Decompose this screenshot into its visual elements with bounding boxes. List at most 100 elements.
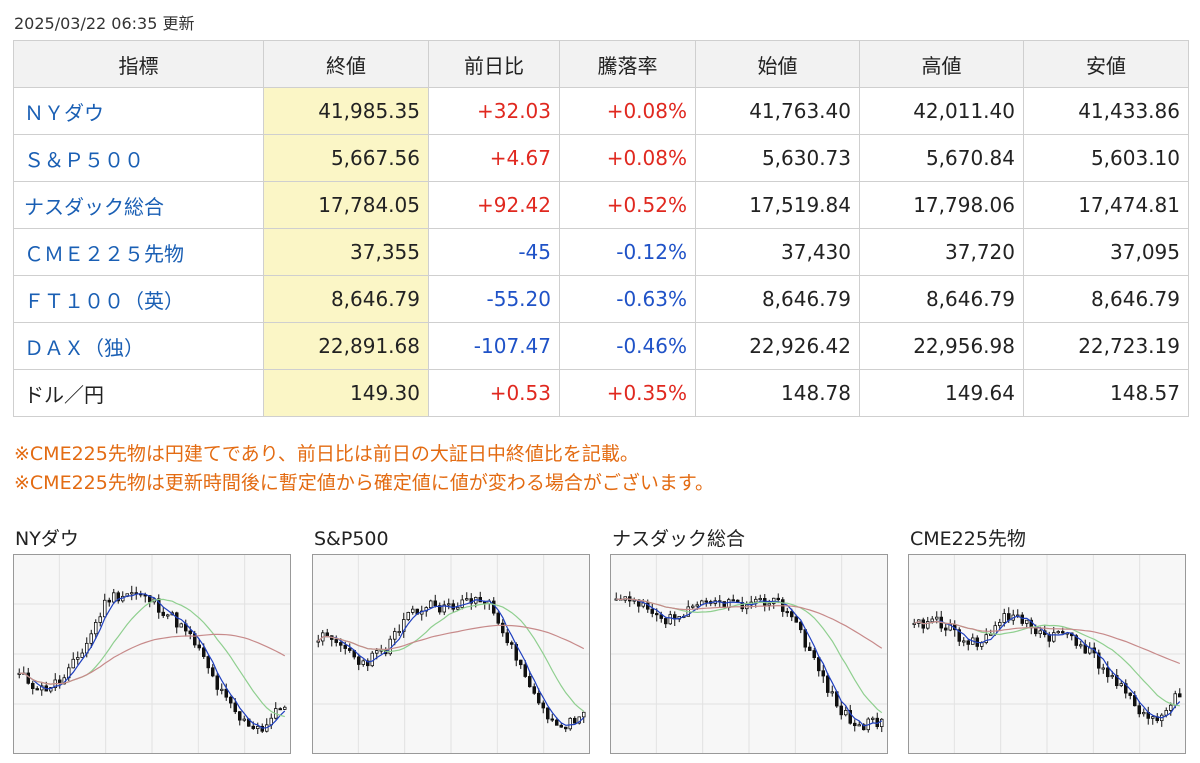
mini-chart[interactable]: S&P500 bbox=[312, 524, 592, 754]
candle-body bbox=[112, 592, 116, 603]
mini-chart[interactable]: NYダウ bbox=[13, 524, 293, 754]
candle-body bbox=[767, 603, 771, 606]
low-value: 8,646.79 bbox=[1023, 275, 1189, 323]
candle-body bbox=[411, 608, 415, 613]
table-row: ＦＴ１００（英） 8,646.79 -55.20 -0.63% 8,646.79 8,64… bbox=[13, 275, 1189, 323]
candle-body bbox=[554, 719, 559, 726]
close-value: 22,891.68 bbox=[263, 322, 429, 370]
candle-body bbox=[1056, 631, 1060, 634]
candle-body bbox=[348, 648, 352, 651]
candle-body bbox=[912, 622, 916, 625]
candle-body bbox=[98, 616, 103, 623]
candle-body bbox=[460, 599, 464, 608]
candle-body bbox=[962, 640, 966, 643]
candle-body bbox=[49, 687, 53, 692]
change-value: -55.20 bbox=[428, 275, 560, 323]
candle-body bbox=[491, 600, 496, 614]
open-value: 22,926.42 bbox=[695, 322, 860, 370]
table-row: ＤＡＸ（独） 22,891.68 -107.47 -0.46% 22,926.42 22,… bbox=[13, 322, 1189, 370]
rate-value: +0.08% bbox=[559, 134, 696, 182]
candle-body bbox=[179, 623, 183, 628]
candle-body bbox=[930, 618, 934, 622]
candle-body bbox=[429, 600, 433, 609]
candle-body bbox=[1034, 627, 1038, 635]
market-quotes-table: 指標 終値 前日比 騰落率 始値 高値 安値 ＮＹダウ 41,985.35 +32.… bbox=[13, 40, 1189, 417]
indicator-link[interactable]: ＦＴ１００（英） bbox=[24, 288, 184, 313]
candle-body bbox=[957, 629, 962, 642]
candle-body bbox=[1051, 632, 1056, 642]
table-row: Ｓ＆Ｐ５００ 5,667.56 +4.67 +0.08% 5,630.73 5,670.8… bbox=[13, 134, 1189, 182]
indicator-link[interactable]: ＮＹダウ bbox=[24, 100, 104, 125]
candle-body bbox=[174, 612, 179, 628]
candle-body bbox=[26, 672, 30, 684]
candle-body bbox=[338, 642, 343, 646]
rate-value: -0.46% bbox=[559, 322, 696, 370]
ma-short-line bbox=[616, 597, 883, 727]
candle-body bbox=[807, 646, 812, 651]
mini-chart-title: CME225先物 bbox=[910, 528, 1026, 550]
mini-chart[interactable]: ナスダック総合 bbox=[610, 524, 890, 754]
candle-body bbox=[655, 613, 659, 616]
mini-chart-title: NYダウ bbox=[15, 528, 79, 550]
candle-body bbox=[758, 598, 762, 601]
candle-body bbox=[89, 633, 94, 644]
updated-timestamp: 2025/03/22 06:35 更新 bbox=[14, 14, 195, 33]
candle-body bbox=[857, 724, 861, 727]
indicator-link[interactable]: ＣＭＥ２２５先物 bbox=[24, 241, 184, 266]
candle-body bbox=[944, 627, 948, 631]
close-value: 149.30 bbox=[263, 369, 429, 417]
ma-long-line bbox=[317, 624, 585, 651]
header-high: 高値 bbox=[859, 40, 1024, 88]
change-value: +0.53 bbox=[428, 369, 560, 417]
candle-body bbox=[852, 722, 857, 727]
candle-body bbox=[451, 603, 455, 610]
mini-chart[interactable]: CME225先物 bbox=[908, 524, 1188, 754]
ma-long-line bbox=[616, 597, 883, 649]
indicator-link[interactable]: ＤＡＸ（独） bbox=[24, 335, 144, 360]
indicator-link[interactable]: ナスダック総合 bbox=[24, 194, 164, 219]
candle-body bbox=[1074, 635, 1078, 646]
candle-body bbox=[251, 725, 255, 729]
candle-body bbox=[260, 725, 264, 732]
candle-body bbox=[803, 629, 807, 648]
candle-body bbox=[366, 660, 370, 667]
open-value: 5,630.73 bbox=[695, 134, 860, 182]
candle-body bbox=[215, 675, 219, 690]
candle-body bbox=[1002, 613, 1007, 623]
candle-body bbox=[704, 600, 709, 603]
candle-body bbox=[343, 644, 347, 649]
rate-value: +0.35% bbox=[559, 369, 696, 417]
candle-body bbox=[496, 612, 500, 624]
change-value: -107.47 bbox=[428, 322, 560, 370]
candle-body bbox=[316, 640, 320, 643]
candle-body bbox=[785, 611, 789, 614]
candle-body bbox=[1119, 683, 1123, 687]
table-header-row: 指標 終値 前日比 騰落率 始値 高値 安値 bbox=[13, 40, 1189, 88]
candle-body bbox=[816, 657, 821, 672]
indicator-name-cell: ナスダック総合 bbox=[13, 181, 264, 229]
candle-body bbox=[989, 633, 993, 636]
candle-body bbox=[188, 630, 192, 635]
candle-body bbox=[255, 725, 260, 729]
candle-body bbox=[438, 605, 442, 613]
indicator-link[interactable]: Ｓ＆Ｐ５００ bbox=[24, 147, 144, 172]
candle-body bbox=[505, 632, 509, 644]
charts-area: NYダウ S&P500 ナスダック総合 CME225先物 bbox=[0, 524, 1200, 763]
table-row: ナスダック総合 17,784.05 +92.42 +0.52% 17,519.84 17,… bbox=[13, 181, 1189, 229]
candle-body bbox=[731, 599, 736, 602]
rate-value: +0.52% bbox=[559, 181, 696, 229]
header-open: 始値 bbox=[695, 40, 860, 88]
candle-body bbox=[984, 634, 989, 643]
candle-body bbox=[80, 652, 85, 658]
candlestick-chart bbox=[908, 554, 1186, 754]
candle-body bbox=[17, 672, 21, 675]
candle-body bbox=[1177, 693, 1182, 698]
candle-body bbox=[201, 647, 206, 657]
candle-body bbox=[1096, 652, 1101, 669]
candle-body bbox=[446, 603, 451, 606]
change-value: +92.42 bbox=[428, 181, 560, 229]
low-value: 41,433.86 bbox=[1023, 87, 1189, 135]
candle-body bbox=[848, 710, 852, 724]
table-row: ＣＭＥ２２５先物 37,355 -45 -0.12% 37,430 37,720 37,09… bbox=[13, 228, 1189, 276]
candle-body bbox=[695, 604, 700, 607]
